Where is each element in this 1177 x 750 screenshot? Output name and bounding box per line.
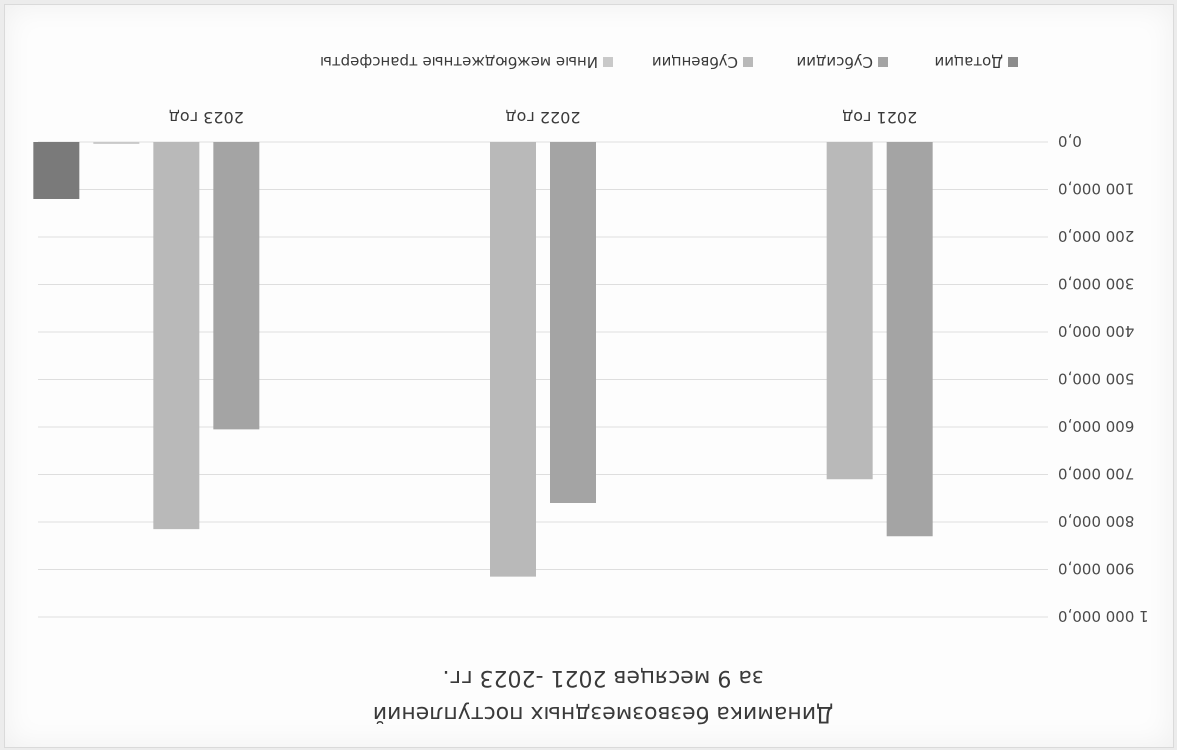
- legend: Дотации Субсидии Субвенции Иные межбюджетны…: [320, 53, 1018, 71]
- legend-label: Субсидии: [797, 53, 873, 71]
- legend-label: Дотации: [934, 53, 1003, 71]
- chart: 0,0 100 000,0 200 000,0 300 000,0 400 000,0 5…: [33, 53, 1149, 726]
- y-tick-label: 600 000,0: [1058, 417, 1134, 435]
- chart-subtitle: за 9 месяцев 2021 -2023 гг.: [442, 665, 763, 690]
- bar-субсидии-1: [886, 142, 933, 537]
- y-axis-ticks: 0,0 100 000,0 200 000,0 300 000,0 400 000,0 5…: [1058, 132, 1149, 625]
- bar-extra-2023: [33, 142, 80, 199]
- y-tick-label: 0,0: [1058, 132, 1082, 150]
- bar-субвенции-3: [153, 142, 200, 530]
- bar-субвенции-1: [826, 142, 873, 480]
- category-labels: 2021 год 2022 год 2023 год: [169, 108, 917, 127]
- legend-swatch: [743, 57, 753, 67]
- bar-субсидии-2: [550, 142, 596, 503]
- legend-swatch: [878, 57, 888, 67]
- y-tick-label: 900 000,0: [1058, 560, 1134, 578]
- grid-lines: [38, 141, 1048, 618]
- y-tick-label: 400 000,0: [1058, 322, 1134, 340]
- bar-субвенции-2: [490, 142, 536, 577]
- chart-title: Динамика безвозмездных поступлений: [373, 701, 833, 726]
- y-tick-label: 300 000,0: [1058, 275, 1134, 293]
- legend-label: Субвенции: [652, 53, 738, 71]
- y-tick-label: 1 000 000,0: [1058, 607, 1149, 625]
- legend-swatch: [1008, 57, 1018, 67]
- legend-swatch: [603, 57, 613, 67]
- y-tick-label: 200 000,0: [1058, 227, 1134, 245]
- y-tick-label: 500 000,0: [1058, 370, 1134, 388]
- y-tick-label: 700 000,0: [1058, 465, 1134, 483]
- category-label: 2022 год: [505, 108, 580, 127]
- legend-label: Иные межбюджетные трансферты: [320, 53, 598, 71]
- bar-субсидии-3: [213, 142, 260, 430]
- chart-paper: 0,0 100 000,0 200 000,0 300 000,0 400 000,0 5…: [4, 4, 1174, 748]
- bars: [33, 142, 933, 577]
- category-label: 2023 год: [169, 108, 244, 127]
- y-tick-label: 100 000,0: [1058, 180, 1134, 198]
- bar-иные-3: [93, 142, 140, 144]
- category-label: 2021 год: [842, 108, 917, 127]
- y-tick-label: 800 000,0: [1058, 512, 1134, 530]
